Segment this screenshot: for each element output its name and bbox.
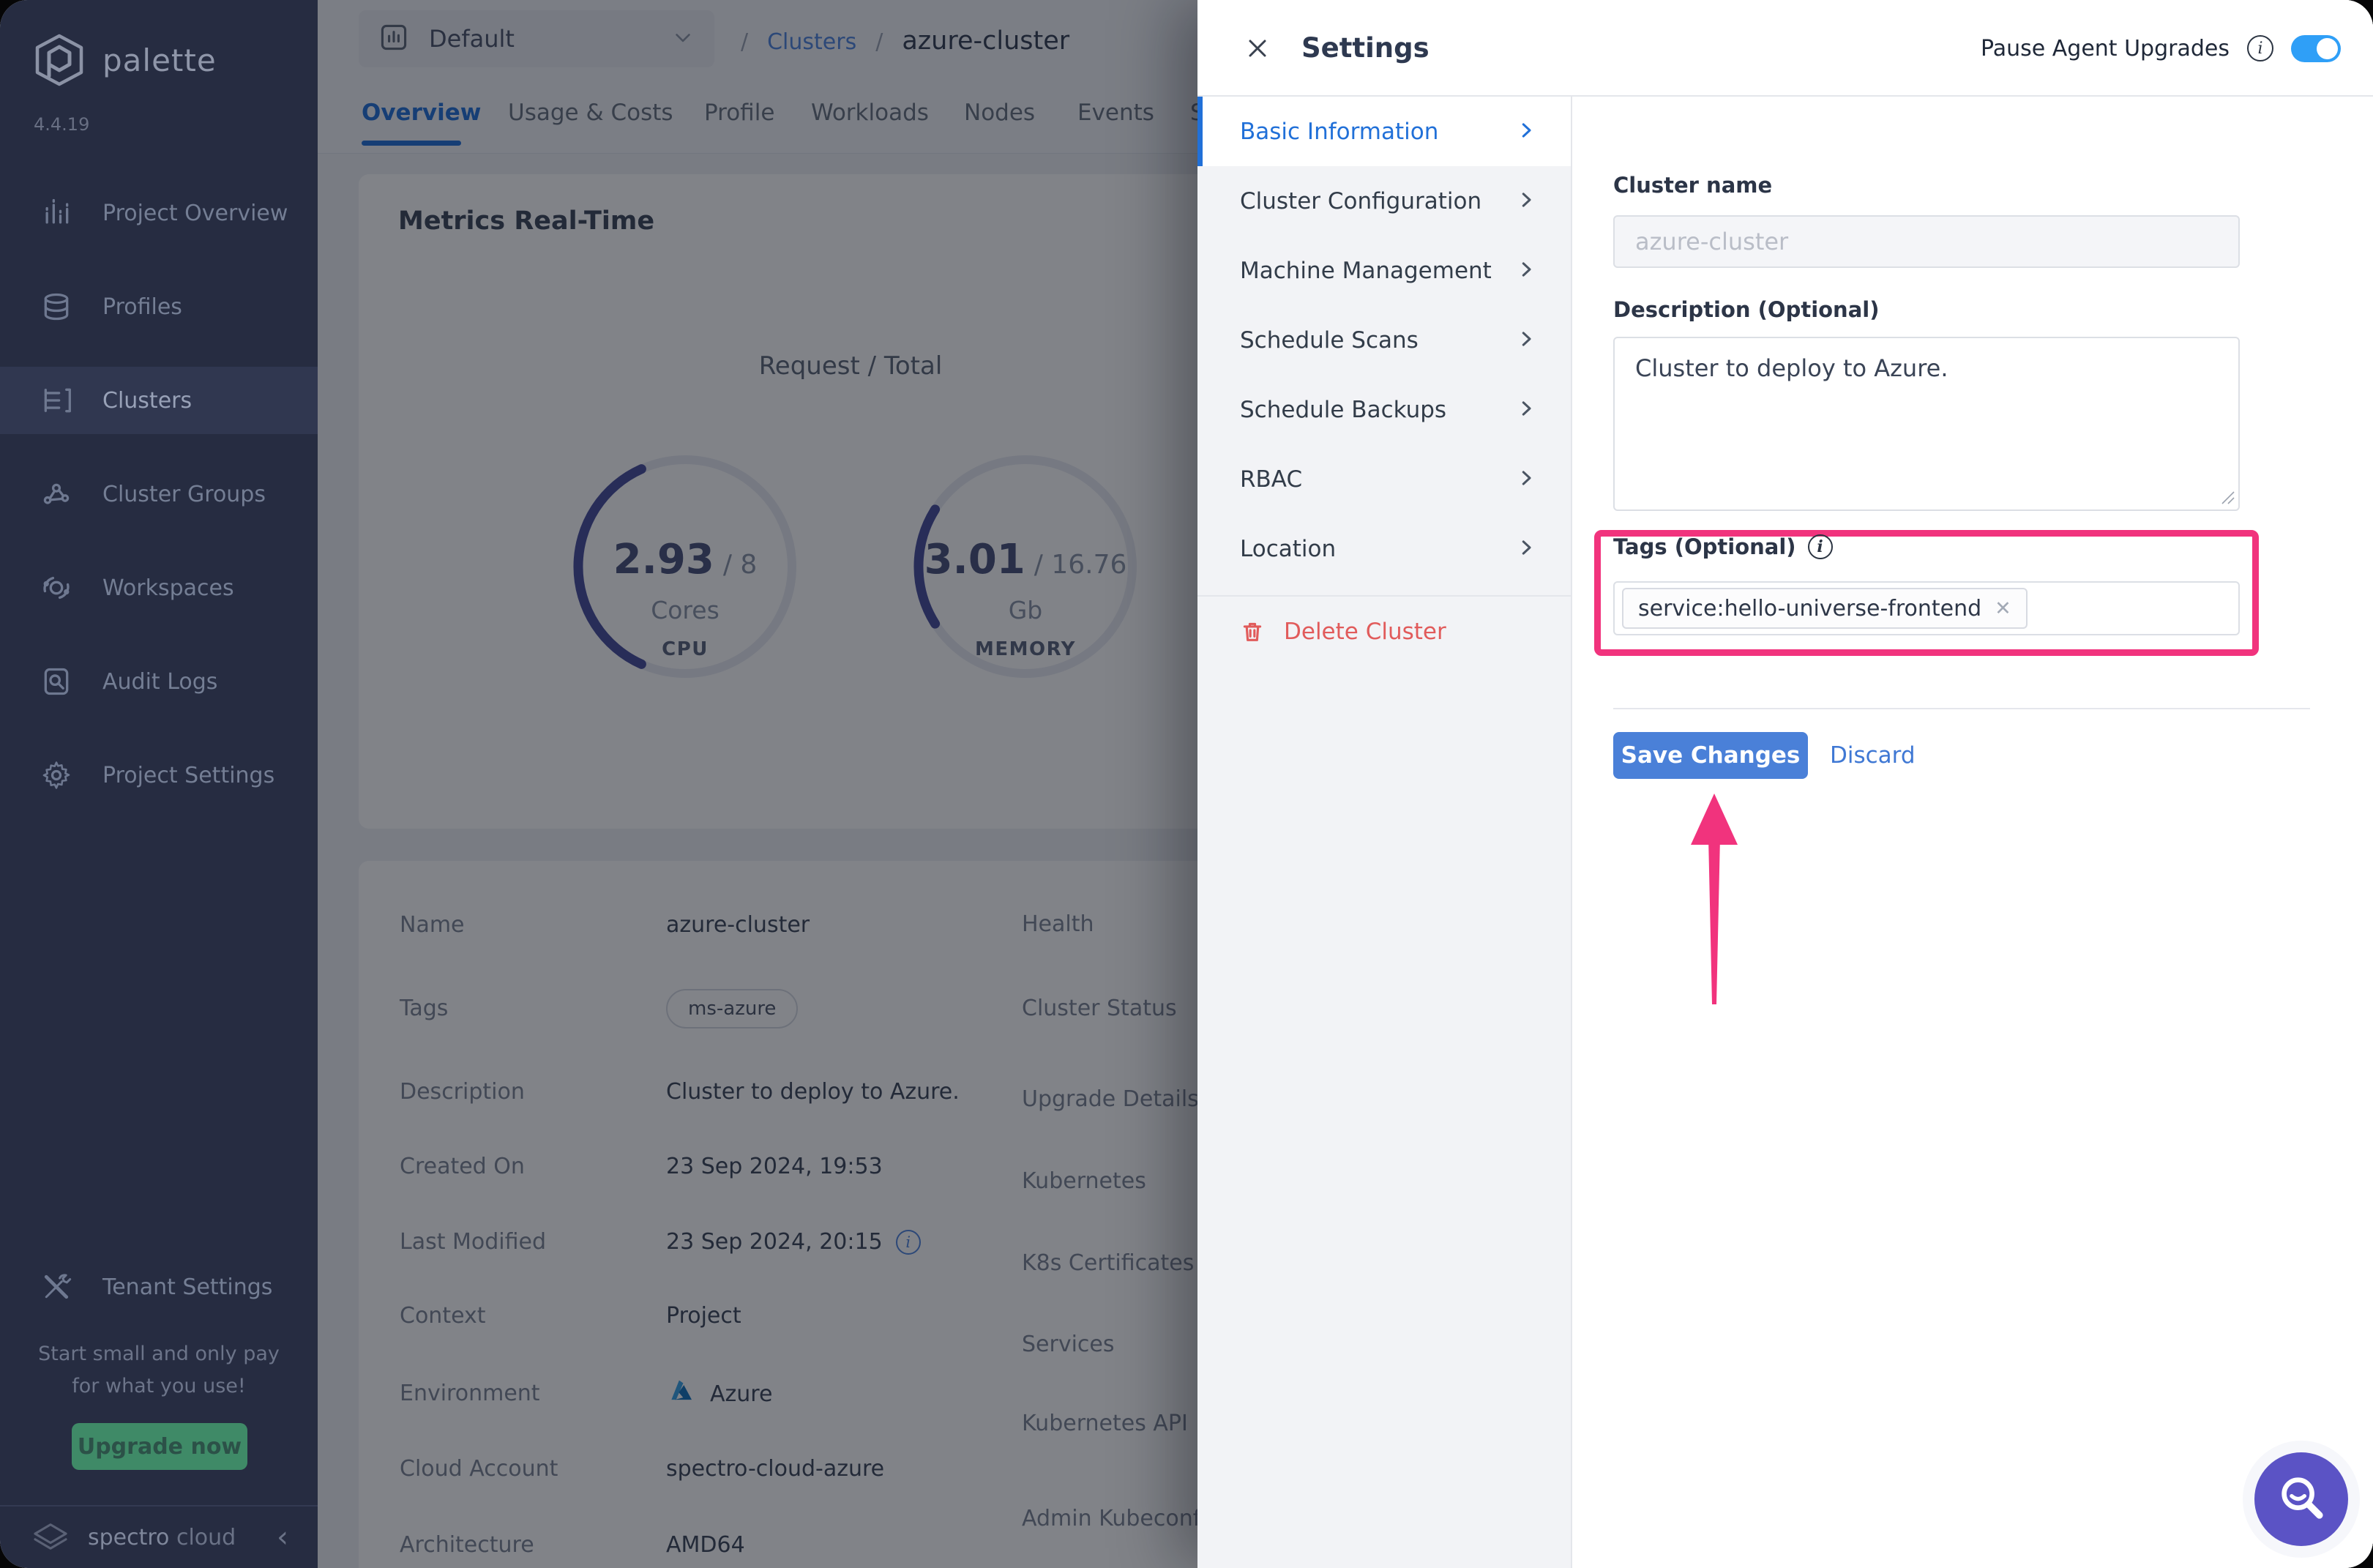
- modal-dim-overlay: [318, 0, 1197, 1568]
- bar-chart-icon: [40, 196, 73, 230]
- settings-drawer: Settings Pause Agent Upgrades i Basic In…: [1197, 0, 2373, 1568]
- menu-item-rbac[interactable]: RBAC: [1197, 444, 1571, 514]
- sidebar-item-cluster-groups[interactable]: Cluster Groups: [0, 460, 318, 528]
- tags-input[interactable]: service:hello-universe-frontend ✕: [1613, 581, 2240, 635]
- promo-line-1: Start small and only pay: [38, 1343, 280, 1365]
- cluster-name-label: Cluster name: [1613, 173, 1773, 198]
- spectro-cloud-logo: [29, 1519, 72, 1556]
- sidebar-item-profiles[interactable]: Profiles: [0, 273, 318, 340]
- close-icon[interactable]: [1243, 34, 1272, 63]
- footer-brand: spectro cloud: [88, 1525, 236, 1550]
- menu-item-schedule-backups[interactable]: Schedule Backups: [1197, 375, 1571, 444]
- settings-menu: Basic Information Cluster Configuration …: [1197, 97, 1572, 1568]
- description-textarea[interactable]: Cluster to deploy to Azure.: [1613, 337, 2240, 511]
- tags-label: Tags (Optional) i: [1613, 534, 1833, 559]
- chevron-right-icon: [1515, 397, 1537, 422]
- menu-separator: [1197, 595, 1571, 597]
- sidebar-item-project-settings[interactable]: Project Settings: [0, 742, 318, 809]
- chevron-right-icon: [1515, 119, 1537, 144]
- settings-title: Settings: [1301, 32, 1430, 64]
- promo-line-2: for what you use!: [72, 1375, 246, 1397]
- trash-icon: [1243, 622, 1262, 641]
- annotation-arrow: [1666, 791, 1761, 1013]
- collapse-sidebar-icon[interactable]: ‹: [277, 1520, 288, 1554]
- sidebar-tenant-section: Tenant Settings: [0, 1253, 318, 1321]
- description-label: Description (Optional): [1613, 297, 1880, 322]
- cluster-groups-icon: [40, 477, 73, 511]
- sidebar-item-clusters[interactable]: Clusters: [0, 367, 318, 434]
- brand-name: palette: [102, 42, 217, 78]
- chevron-right-icon: [1515, 537, 1537, 561]
- workspaces-icon: [40, 571, 73, 605]
- gear-icon: [40, 758, 73, 792]
- pause-agent-upgrades-control: Pause Agent Upgrades i: [1981, 0, 2341, 97]
- save-changes-button[interactable]: Save Changes: [1613, 732, 1808, 779]
- basic-information-form: Cluster name Description (Optional) Clus…: [1572, 97, 2373, 1568]
- sidebar-nav: Project Overview Profiles Clusters Clust…: [0, 179, 318, 835]
- info-icon[interactable]: i: [1807, 534, 1833, 559]
- palette-logo-icon: [35, 34, 83, 86]
- menu-item-location[interactable]: Location: [1197, 514, 1571, 583]
- layers-icon: [40, 290, 73, 324]
- chevron-right-icon: [1515, 467, 1537, 492]
- sidebar-footer: spectro cloud ‹: [0, 1505, 318, 1568]
- delete-cluster-button[interactable]: Delete Cluster: [1197, 597, 1571, 667]
- settings-header: Settings Pause Agent Upgrades i: [1197, 0, 2373, 97]
- tags-label-text: Tags (Optional): [1613, 534, 1796, 559]
- chevron-right-icon: [1515, 328, 1537, 353]
- chevron-right-icon: [1515, 258, 1537, 283]
- menu-item-schedule-scans[interactable]: Schedule Scans: [1197, 305, 1571, 375]
- toggle-knob: [2317, 37, 2338, 59]
- version-label: 4.4.19: [34, 114, 90, 135]
- info-icon[interactable]: i: [2247, 35, 2273, 61]
- discard-button[interactable]: Discard: [1830, 742, 1916, 769]
- form-separator: [1613, 708, 2310, 709]
- upgrade-now-button[interactable]: Upgrade now: [72, 1423, 247, 1470]
- search-fab-button[interactable]: [2254, 1452, 2348, 1546]
- clusters-icon: [40, 384, 73, 417]
- menu-item-cluster-configuration[interactable]: Cluster Configuration: [1197, 166, 1571, 236]
- palette-logo: palette: [32, 32, 217, 88]
- tools-icon: [40, 1270, 73, 1304]
- footer-brand-cloud: cloud: [176, 1524, 236, 1550]
- menu-item-machine-management[interactable]: Machine Management: [1197, 236, 1571, 305]
- sidebar-item-tenant-settings[interactable]: Tenant Settings: [0, 1253, 318, 1321]
- sidebar: palette 4.4.19 Project Overview Profiles…: [0, 0, 318, 1568]
- audit-logs-icon: [40, 665, 73, 698]
- remove-tag-icon[interactable]: ✕: [1995, 597, 2011, 620]
- cluster-name-input[interactable]: [1613, 215, 2240, 268]
- pause-agent-upgrades-toggle[interactable]: [2291, 34, 2341, 62]
- sidebar-item-project-overview[interactable]: Project Overview: [0, 179, 318, 247]
- upgrade-promo-text: Start small and only pay for what you us…: [0, 1338, 318, 1403]
- tag-chip-text: service:hello-universe-frontend: [1638, 595, 1982, 621]
- search-icon: [2282, 1477, 2323, 1519]
- footer-brand-spectro: spectro: [88, 1524, 170, 1550]
- sidebar-item-workspaces[interactable]: Workspaces: [0, 554, 318, 621]
- pause-agent-upgrades-label: Pause Agent Upgrades: [1981, 35, 2230, 61]
- tag-chip: service:hello-universe-frontend ✕: [1622, 588, 2028, 629]
- chevron-right-icon: [1515, 189, 1537, 214]
- menu-item-basic-information[interactable]: Basic Information: [1197, 97, 1571, 166]
- sidebar-item-audit-logs[interactable]: Audit Logs: [0, 648, 318, 715]
